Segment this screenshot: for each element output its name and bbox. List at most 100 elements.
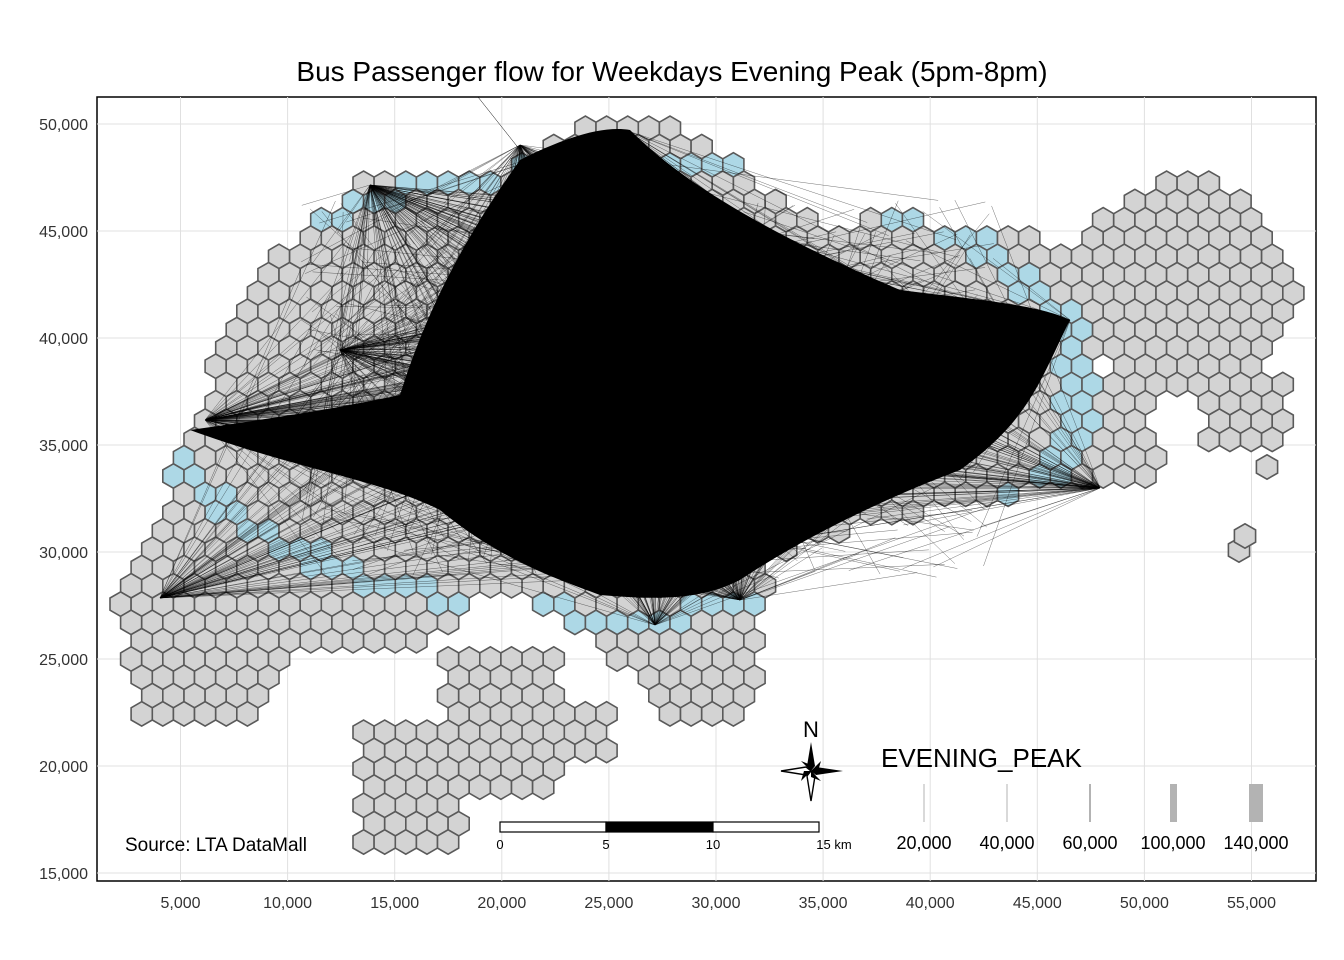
flow-line [567, 498, 656, 626]
hex-cell [1260, 426, 1284, 453]
flow-line [753, 240, 1101, 489]
flow-line [654, 235, 835, 626]
x-tick-label: 55,000 [1227, 895, 1276, 912]
flow-line [512, 535, 741, 601]
flow-line [836, 467, 1101, 489]
flow-line [992, 258, 1071, 321]
flow-line [204, 419, 436, 516]
flow-line [519, 144, 611, 393]
hex-cell [1233, 522, 1257, 550]
flow-line [739, 350, 980, 601]
flow-line [624, 129, 749, 326]
flow-line [499, 390, 1101, 489]
flow-line [798, 319, 1071, 416]
flow-line [159, 200, 336, 599]
flow-line [609, 332, 741, 601]
hex-cell [151, 700, 175, 728]
x-tick-label: 15,000 [370, 895, 419, 912]
flow-line [655, 497, 741, 601]
flow-line [369, 184, 798, 553]
flow-line [321, 184, 371, 534]
flow-line [339, 211, 344, 351]
flow-line [524, 129, 626, 366]
legend-label-60000: 60,000 [1062, 833, 1117, 853]
flow-line [339, 349, 684, 569]
flow-line [739, 572, 918, 601]
flow-line [339, 309, 600, 351]
flow-line [991, 205, 1101, 489]
flow-line [687, 395, 741, 601]
flow-line [204, 419, 346, 565]
flow-line [159, 569, 676, 599]
flow-line [339, 349, 391, 474]
flow-line [339, 241, 766, 351]
flow-line [159, 502, 705, 599]
flow-line [906, 319, 1071, 338]
flow-line [437, 129, 626, 327]
flow-line [596, 262, 1101, 489]
flow-line [369, 184, 919, 415]
flow-line [438, 432, 656, 626]
flow-line [423, 430, 741, 601]
flow-line [204, 269, 816, 421]
flow-line [204, 325, 840, 421]
flow-line [559, 342, 741, 601]
flow-line [159, 365, 800, 599]
flow-line [364, 319, 1071, 349]
flow-line [458, 129, 626, 427]
flow-line [472, 486, 741, 601]
flow-line [369, 184, 839, 274]
flow-line [204, 350, 649, 421]
flow-line [339, 349, 537, 554]
flow-line [204, 355, 841, 421]
hex-cell [700, 700, 724, 728]
flow-line [933, 487, 1101, 568]
flow-line [739, 537, 896, 601]
flow-line [159, 212, 519, 599]
hex-cell [299, 627, 323, 654]
flow-line [366, 184, 371, 276]
y-tick-label: 40,000 [39, 331, 88, 348]
flow-line [159, 412, 457, 599]
flow-line [369, 184, 827, 333]
flow-line [404, 487, 1101, 551]
flow-line [204, 419, 460, 560]
flow-line [375, 144, 521, 536]
flow-line [623, 207, 741, 601]
flow-line [519, 144, 878, 445]
flow-line [339, 349, 443, 573]
hex-cell [1255, 453, 1279, 481]
flow-line [204, 419, 326, 573]
flow-line [159, 219, 679, 599]
hex-cell [468, 773, 492, 801]
hex-cell [383, 627, 407, 654]
flow-line [739, 412, 912, 601]
hex-cell [320, 627, 344, 654]
flow-line [369, 184, 921, 262]
flow-line [339, 349, 812, 473]
flow-line [624, 129, 675, 336]
flow-line [339, 474, 656, 626]
flow-line [624, 129, 889, 236]
flow-line [654, 486, 937, 626]
flow-line [159, 269, 301, 599]
flow-line [980, 487, 1101, 528]
flow-line [954, 199, 1101, 489]
flow-line [983, 319, 1071, 567]
flow-line [895, 203, 1101, 489]
flow-line [743, 211, 1071, 321]
flow-line [739, 486, 758, 601]
flow-line [369, 184, 806, 407]
flow-line [159, 472, 854, 599]
flow-line [369, 184, 383, 269]
flow-line [905, 240, 1071, 321]
flow-line [159, 348, 734, 599]
flow-line [308, 184, 371, 484]
flow-line [903, 487, 1101, 526]
flow-line [339, 267, 986, 351]
flow-line [624, 129, 985, 510]
flow-line [624, 129, 711, 233]
flow-line [654, 474, 887, 626]
flow-line [369, 184, 437, 214]
flow-line [739, 277, 818, 601]
